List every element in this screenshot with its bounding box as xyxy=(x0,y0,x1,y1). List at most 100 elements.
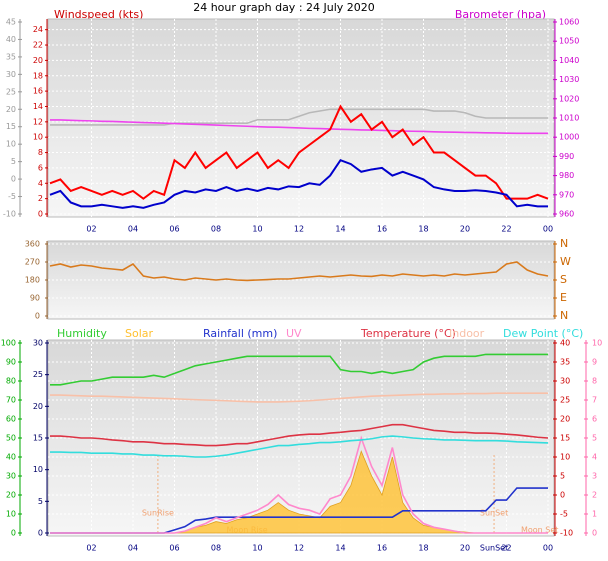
y-tick-label: 1060 xyxy=(559,18,579,27)
y-tick-label: 45 xyxy=(6,18,16,27)
legend-entry: Rainfall (mm) xyxy=(203,327,277,340)
y-tick-label: 15 xyxy=(560,434,570,443)
y-tick-label: 7 xyxy=(592,396,597,405)
y-tick-label: 60 xyxy=(6,415,16,424)
x-tick-label: 04 xyxy=(128,225,138,234)
y-tick-label: 40 xyxy=(560,339,570,348)
legend-entry: Humidity xyxy=(57,327,107,340)
x-tick-label: 06 xyxy=(169,225,179,234)
annotation: SunSet xyxy=(480,509,508,518)
y-tick-label: 980 xyxy=(559,171,574,180)
y-tick-label: 25 xyxy=(6,87,16,96)
y-tick-label: 30 xyxy=(6,70,16,79)
x-tick-label: 14 xyxy=(335,225,345,234)
y-tick-label: 16 xyxy=(33,87,43,96)
x-tick-label: 18 xyxy=(418,544,428,553)
y-tick-label: N xyxy=(560,309,568,322)
x-tick-label: 02 xyxy=(86,225,96,234)
series-line xyxy=(50,108,548,126)
y-tick-label: 30 xyxy=(6,472,16,481)
y-tick-label: 5 xyxy=(592,434,597,443)
y-tick-label: 0 xyxy=(38,529,43,538)
series-line xyxy=(49,104,549,200)
y-tick-label: 1020 xyxy=(559,94,579,103)
y-tick-label: 10 xyxy=(6,510,16,519)
series-line xyxy=(49,261,549,282)
series-line xyxy=(50,392,548,403)
series-line xyxy=(50,423,549,447)
y-tick-label: 8 xyxy=(592,377,597,386)
x-tick-label: 04 xyxy=(128,544,138,553)
y-tick-label: 2 xyxy=(38,194,43,203)
y-tick-label: 18 xyxy=(33,71,43,80)
series-line xyxy=(50,353,548,386)
legend-entry: Dew Point (°C) xyxy=(503,327,583,340)
y-tick-label: 4 xyxy=(592,453,597,462)
y-tick-label: 12 xyxy=(33,117,43,126)
y-tick-label: 6 xyxy=(38,163,43,172)
series-line xyxy=(50,435,548,534)
y-tick-label: 40 xyxy=(6,453,16,462)
y-tick-label: 2 xyxy=(592,491,597,500)
y-tick-label: 10 xyxy=(33,133,43,142)
y-tick-label: 1010 xyxy=(559,114,579,123)
y-tick-label: 990 xyxy=(559,152,574,161)
y-tick-label: -10 xyxy=(3,210,16,219)
y-tick-label: W xyxy=(560,255,571,268)
x-tick-label: 20 xyxy=(460,225,470,234)
series-line xyxy=(50,119,548,135)
x-tick-label: 10 xyxy=(252,544,262,553)
y-tick-label: 8 xyxy=(38,148,43,157)
y-tick-label: 30 xyxy=(560,377,570,386)
x-tick-label: 16 xyxy=(377,544,387,553)
legend-entry: Indoor xyxy=(449,327,485,340)
y-tick-label: 1000 xyxy=(559,133,579,142)
x-tick-label: 16 xyxy=(377,225,387,234)
x-tick-label: 00 xyxy=(543,544,553,553)
y-tick-label: 20 xyxy=(33,402,43,411)
y-tick-label: E xyxy=(560,291,567,304)
y-tick-label: 180 xyxy=(25,276,40,285)
y-tick-label: 15 xyxy=(33,434,43,443)
y-tick-label: 24 xyxy=(33,25,43,34)
x-tick-label: 08 xyxy=(211,544,221,553)
y-tick-label: 9 xyxy=(592,358,597,367)
y-tick-label: 15 xyxy=(6,122,16,131)
legend-entry: Temperature (°C) xyxy=(360,327,456,340)
y-tick-label: 0 xyxy=(11,529,16,538)
x-tick-label: 06 xyxy=(169,544,179,553)
y-tick-label: 0 xyxy=(592,529,597,538)
baro-axis-title: Barometer (hpa) xyxy=(455,8,546,21)
y-tick-label: 35 xyxy=(560,358,570,367)
plot-background xyxy=(47,18,555,218)
y-tick-label: 90 xyxy=(6,358,16,367)
y-tick-label: 1030 xyxy=(559,75,579,84)
x-tick-label: 20 xyxy=(460,544,470,553)
y-tick-label: 10 xyxy=(592,339,602,348)
y-tick-label: 360 xyxy=(25,240,40,249)
y-tick-label: -10 xyxy=(560,529,573,538)
y-tick-label: N xyxy=(560,237,568,250)
y-tick-label: 0 xyxy=(35,312,40,321)
y-tick-label: 10 xyxy=(6,140,16,149)
y-tick-label: 100 xyxy=(1,339,16,348)
y-tick-label: 0 xyxy=(560,491,565,500)
y-tick-label: 5 xyxy=(11,157,16,166)
y-tick-label: 14 xyxy=(33,102,43,111)
y-tick-label: 960 xyxy=(559,210,574,219)
x-tick-label: 12 xyxy=(294,225,304,234)
y-tick-label: 970 xyxy=(559,190,574,199)
x-tick-label: 10 xyxy=(252,225,262,234)
y-tick-label: 22 xyxy=(33,41,43,50)
y-tick-label: 20 xyxy=(33,56,43,65)
chart-title: 24 hour graph day : 24 July 2020 xyxy=(193,1,375,14)
y-tick-label: 35 xyxy=(6,52,16,61)
y-tick-label: 30 xyxy=(33,339,43,348)
y-tick-label: 6 xyxy=(592,415,597,424)
y-tick-label: 4 xyxy=(38,179,43,188)
annotation: Moon Set xyxy=(521,526,558,535)
x-tick-label: 22 xyxy=(501,225,511,234)
wind-axis-title: Windspeed (kts) xyxy=(54,8,143,21)
y-tick-label: 20 xyxy=(6,105,16,114)
